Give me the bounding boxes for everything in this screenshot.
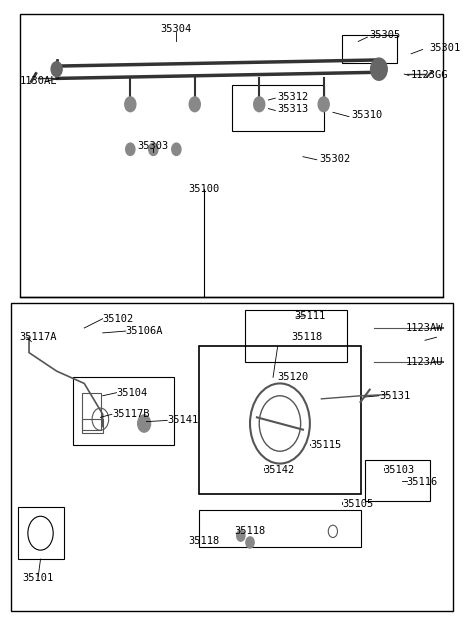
Circle shape [172, 143, 181, 155]
Circle shape [149, 143, 158, 155]
Text: 35120: 35120 [278, 372, 309, 383]
Text: 35141: 35141 [167, 415, 198, 425]
Bar [342, 35, 397, 63]
Bar [11, 303, 453, 612]
Bar [199, 347, 361, 495]
Text: 35142: 35142 [264, 465, 295, 475]
Bar [82, 419, 103, 433]
Circle shape [189, 97, 200, 111]
Bar [20, 14, 443, 297]
Text: 35305: 35305 [370, 30, 401, 40]
Bar [73, 378, 174, 445]
Text: 35313: 35313 [278, 104, 309, 115]
Circle shape [126, 143, 135, 155]
Bar [17, 507, 63, 559]
Text: 1130AL: 1130AL [20, 77, 57, 87]
Text: 35115: 35115 [310, 440, 341, 450]
Bar [245, 310, 347, 362]
Text: 35118: 35118 [291, 332, 323, 342]
Bar [232, 85, 324, 131]
Circle shape [371, 58, 387, 80]
Circle shape [138, 415, 151, 432]
Circle shape [318, 97, 329, 111]
Text: 35303: 35303 [138, 141, 169, 151]
Text: 35102: 35102 [103, 314, 134, 324]
Text: 35100: 35100 [189, 184, 219, 194]
Circle shape [237, 530, 245, 541]
Text: 35111: 35111 [294, 311, 325, 321]
Text: 35105: 35105 [342, 499, 373, 509]
Text: 35103: 35103 [384, 465, 415, 475]
Bar [365, 461, 430, 501]
Text: 1123AU: 1123AU [406, 357, 443, 367]
Text: 35116: 35116 [407, 477, 438, 487]
Bar [82, 392, 101, 430]
Text: 35117B: 35117B [112, 409, 150, 419]
Text: 35131: 35131 [379, 391, 410, 400]
Text: 35304: 35304 [161, 24, 192, 34]
Text: 1123AW: 1123AW [406, 323, 443, 333]
Text: 35104: 35104 [116, 387, 148, 397]
Text: 35106A: 35106A [126, 326, 163, 336]
Circle shape [254, 97, 265, 111]
Text: 35118: 35118 [234, 526, 265, 536]
Text: 35118: 35118 [189, 535, 219, 545]
Text: 35302: 35302 [319, 154, 350, 163]
Circle shape [51, 62, 62, 77]
Text: 35310: 35310 [351, 110, 383, 120]
Bar [199, 510, 361, 547]
Text: 35301: 35301 [430, 43, 461, 53]
Circle shape [125, 97, 136, 111]
Circle shape [246, 537, 254, 548]
Text: 35101: 35101 [23, 573, 54, 582]
Text: 35312: 35312 [278, 92, 309, 102]
Text: 35117A: 35117A [20, 332, 57, 342]
Text: 1123GG: 1123GG [411, 71, 449, 80]
